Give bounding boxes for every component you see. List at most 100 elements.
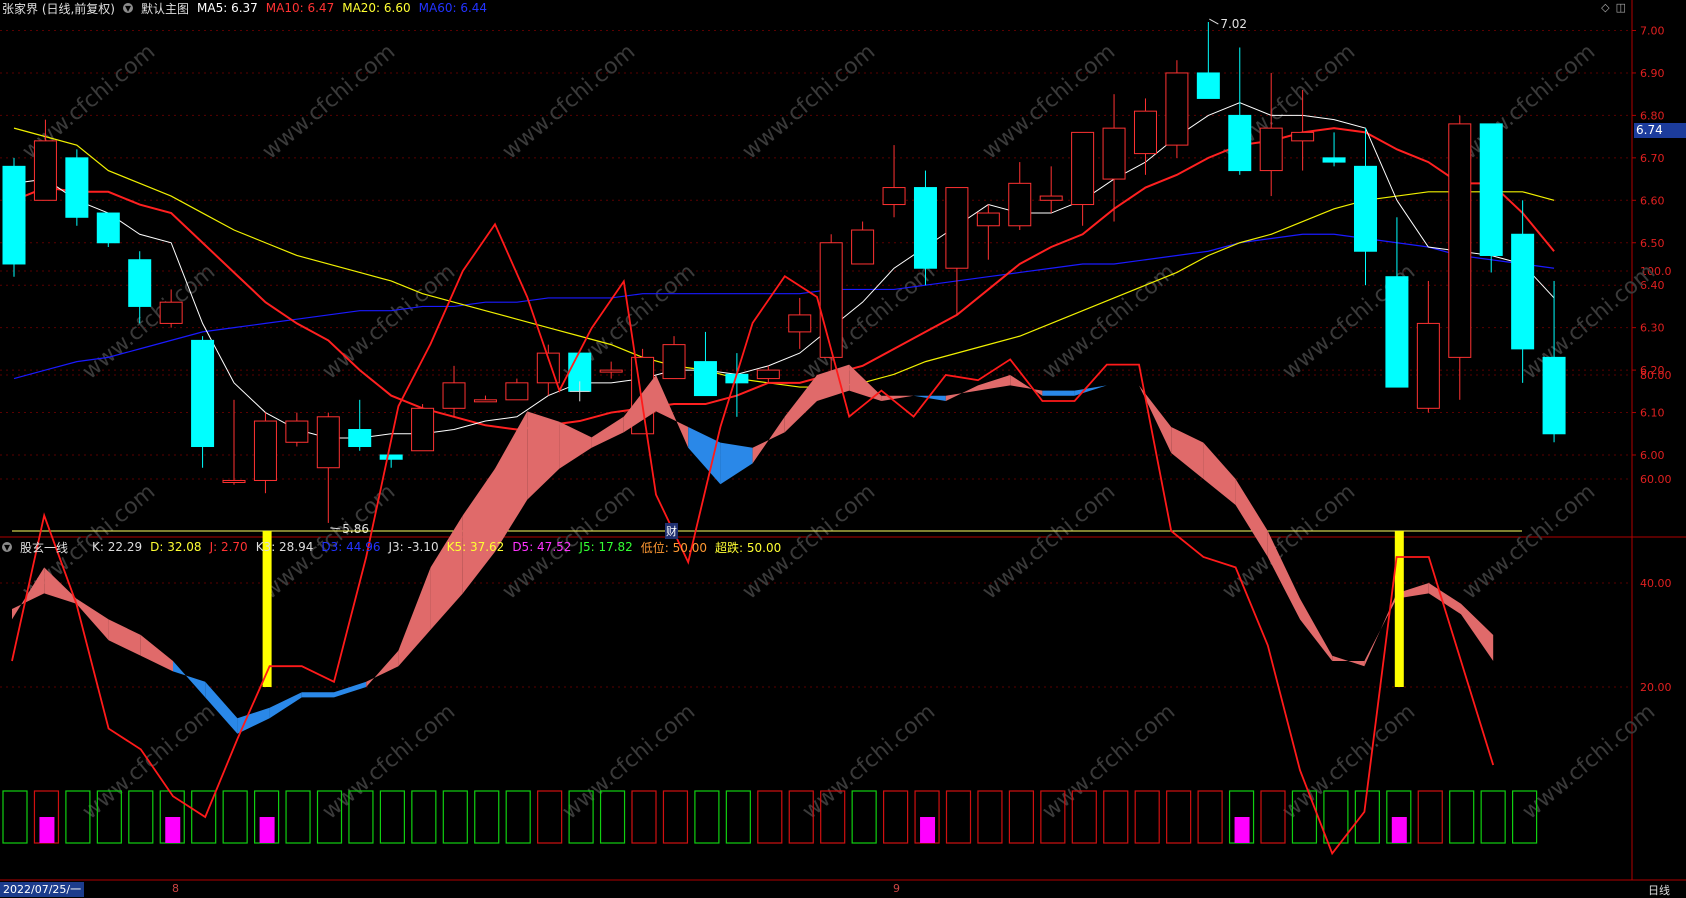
band-segment-up xyxy=(1396,583,1429,599)
main-chart-label[interactable]: 默认主图 xyxy=(141,1,190,16)
price-tick-label: 6.30 xyxy=(1640,322,1665,335)
price-tick-label: 6.40 xyxy=(1640,279,1665,292)
candle-down xyxy=(1322,157,1346,163)
finance-marker[interactable]: 财 xyxy=(665,523,678,539)
stock-title[interactable]: 张家界 (日线,前复权) xyxy=(2,1,115,16)
price-tick-label: 6.90 xyxy=(1640,67,1665,80)
dropdown-icon[interactable]: ▾ xyxy=(2,540,12,554)
ind-square xyxy=(851,790,877,844)
ind-square xyxy=(411,790,437,844)
band-segment-up xyxy=(12,567,45,620)
candle-up xyxy=(599,369,623,373)
candle-up xyxy=(316,416,340,469)
band-segment-up xyxy=(656,375,689,448)
ma10-value: MA10: 6.47 xyxy=(265,1,335,15)
ind-signal-bar xyxy=(262,531,272,687)
band-segment-down xyxy=(173,661,206,698)
ind-square xyxy=(662,790,689,844)
candle-down xyxy=(1228,114,1252,172)
ma20-line xyxy=(13,127,1555,388)
window-icon[interactable]: ◫ xyxy=(1615,1,1626,14)
ind-k5: K5: 37.62 xyxy=(446,540,505,554)
ind-square xyxy=(222,790,248,844)
candle-down xyxy=(96,212,120,244)
band-segment-up xyxy=(559,421,592,469)
candle-down xyxy=(348,429,372,448)
candle-up xyxy=(473,399,497,403)
ind-square xyxy=(945,790,972,844)
candle-up xyxy=(285,420,309,443)
candle-up xyxy=(945,187,969,269)
ind-square xyxy=(474,790,500,844)
candle-down xyxy=(191,339,215,448)
band-segment-up xyxy=(1461,603,1494,661)
band-segment-down xyxy=(269,692,302,719)
band-segment-up xyxy=(527,411,560,500)
price-tick-label: 6.10 xyxy=(1640,407,1665,420)
candle-up xyxy=(442,382,466,409)
ind-tick-label: 40.00 xyxy=(1640,577,1672,590)
ind-square xyxy=(757,790,783,844)
ind-square xyxy=(316,790,343,844)
band-segment-up xyxy=(1428,583,1461,615)
band-segment-up xyxy=(1300,598,1333,661)
band-segment-up xyxy=(849,364,882,401)
ind-d: D: 32.08 xyxy=(150,540,202,554)
ind-j3: J3: -3.10 xyxy=(388,540,439,554)
ind-square xyxy=(65,790,91,844)
candle-down xyxy=(1385,276,1409,388)
candle-down xyxy=(65,157,89,218)
band-segment-up xyxy=(108,619,141,656)
candle-up xyxy=(33,140,57,201)
candle-up xyxy=(1416,322,1440,409)
ma60-line xyxy=(13,233,1555,380)
ind-k: K: 22.29 xyxy=(92,540,143,554)
candle-up xyxy=(1008,182,1032,227)
band-segment-up xyxy=(140,635,173,672)
band-segment-up xyxy=(44,567,77,604)
period-label[interactable]: 日线 xyxy=(1648,884,1670,897)
band-segment-up xyxy=(1010,375,1043,396)
ind-square xyxy=(725,790,751,844)
ind-oversold: 超跌: 50.00 xyxy=(715,540,782,555)
candle-up xyxy=(882,187,906,206)
band-segment-up xyxy=(1203,442,1236,505)
band-segment-up xyxy=(1171,427,1204,479)
ind-square xyxy=(379,790,405,844)
indicator-header: ▾ 股玄一线 K: 22.29 D: 32.08 J: 2.70 K3: 28.… xyxy=(0,539,1632,555)
ind-square xyxy=(977,790,1003,844)
candle-down xyxy=(913,187,937,269)
ind-square xyxy=(1166,790,1192,844)
dropdown-icon[interactable]: ▾ xyxy=(123,1,133,15)
price-tick-label: 6.50 xyxy=(1640,237,1665,250)
band-segment-up xyxy=(1235,479,1268,557)
band-segment-up xyxy=(76,598,109,641)
candle-up xyxy=(1448,123,1472,358)
ind-magenta-bar xyxy=(39,817,55,843)
candle-down xyxy=(1353,165,1377,252)
ind-k3: K3: 28.94 xyxy=(255,540,314,554)
band-segment-up xyxy=(1364,593,1397,667)
ind-square xyxy=(694,790,720,844)
ind-magenta-bar xyxy=(1391,817,1407,843)
candle-up xyxy=(976,212,1000,227)
candle-down xyxy=(1196,72,1220,99)
diamond-icon[interactable]: ◇ xyxy=(1601,1,1610,14)
ind-square xyxy=(568,790,594,844)
candle-up xyxy=(1291,131,1315,142)
indicator-name[interactable]: 股玄一线 xyxy=(20,540,69,555)
candle-down xyxy=(1479,123,1503,256)
candle-up xyxy=(159,301,183,324)
ind-magenta-bar xyxy=(920,817,936,843)
band-segment-up xyxy=(430,515,463,630)
band-segment-down xyxy=(1074,385,1107,396)
ind-square xyxy=(1040,790,1066,844)
band-segment-down xyxy=(688,427,721,485)
ind-square xyxy=(505,790,531,844)
band-segment-up xyxy=(366,650,399,687)
candle-up xyxy=(1071,131,1095,206)
ind-square xyxy=(1323,790,1349,844)
band-segment-up xyxy=(752,416,785,464)
candle-down xyxy=(128,259,152,307)
